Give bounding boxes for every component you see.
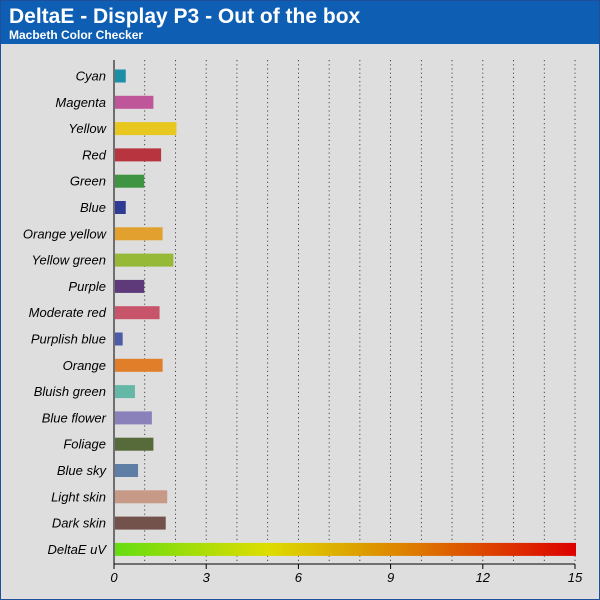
category-label: Orange yellow bbox=[23, 226, 108, 241]
plot-anchor bbox=[0, 44, 1, 45]
category-label: Foliage bbox=[63, 437, 106, 452]
category-label: Purple bbox=[68, 279, 106, 294]
category-label: Orange bbox=[63, 358, 106, 373]
bar-cyan bbox=[115, 69, 126, 83]
category-label: Blue sky bbox=[57, 463, 108, 478]
category-label: Yellow bbox=[68, 121, 107, 136]
category-label: Yellow green bbox=[32, 253, 106, 268]
bar-moderate-red bbox=[115, 306, 160, 320]
bar-blue bbox=[115, 201, 126, 214]
bar-foliage bbox=[115, 437, 154, 451]
x-tick-label: 6 bbox=[295, 570, 303, 585]
x-tick-label: 12 bbox=[476, 570, 491, 585]
bar-purplish-blue bbox=[115, 332, 123, 346]
x-tick-label: 15 bbox=[568, 570, 583, 585]
chart-title: DeltaE - Display P3 - Out of the box bbox=[9, 5, 361, 28]
category-label: Bluish green bbox=[34, 384, 106, 399]
category-label: Red bbox=[82, 147, 107, 162]
category-label: Blue flower bbox=[42, 410, 107, 425]
category-label: Light skin bbox=[51, 489, 106, 504]
category-labels: Cyan Magenta Yellow Red Green Blue Orange yell… bbox=[23, 69, 108, 557]
category-label: Purplish blue bbox=[31, 332, 106, 347]
bar-purple bbox=[115, 279, 145, 293]
bar-deltae-uv-scale bbox=[115, 542, 576, 556]
bar-yellow-green bbox=[115, 253, 174, 267]
gridlines bbox=[113, 60, 576, 564]
bar-dark-skin bbox=[115, 516, 166, 530]
scale-bar-label: DeltaE uV bbox=[47, 542, 107, 557]
category-label: Green bbox=[70, 174, 106, 189]
bar-orange-yellow bbox=[115, 227, 163, 241]
category-label: Moderate red bbox=[29, 305, 107, 320]
bars bbox=[115, 69, 576, 556]
x-tick-label: 9 bbox=[387, 570, 394, 585]
bar-blue-sky bbox=[115, 464, 139, 477]
bar-magenta bbox=[115, 95, 154, 109]
category-label: Dark skin bbox=[52, 516, 106, 531]
bar-blue-flower bbox=[115, 411, 152, 425]
x-axis: 0 3 6 9 12 15 bbox=[110, 563, 583, 585]
bar-bluish-green bbox=[115, 385, 135, 399]
bar-red bbox=[115, 148, 162, 162]
bar-green bbox=[115, 174, 145, 188]
bar-yellow bbox=[115, 122, 177, 136]
bar-orange bbox=[115, 358, 163, 372]
bar-light-skin bbox=[115, 490, 168, 504]
chart-subtitle: Macbeth Color Checker bbox=[9, 28, 144, 42]
category-label: Cyan bbox=[76, 69, 106, 84]
chart-header: DeltaE - Display P3 - Out of the box Mac… bbox=[1, 1, 599, 44]
category-label: Magenta bbox=[55, 95, 106, 110]
category-label: Blue bbox=[80, 200, 106, 215]
x-tick-label: 0 bbox=[110, 570, 118, 585]
x-tick-label: 3 bbox=[203, 570, 211, 585]
